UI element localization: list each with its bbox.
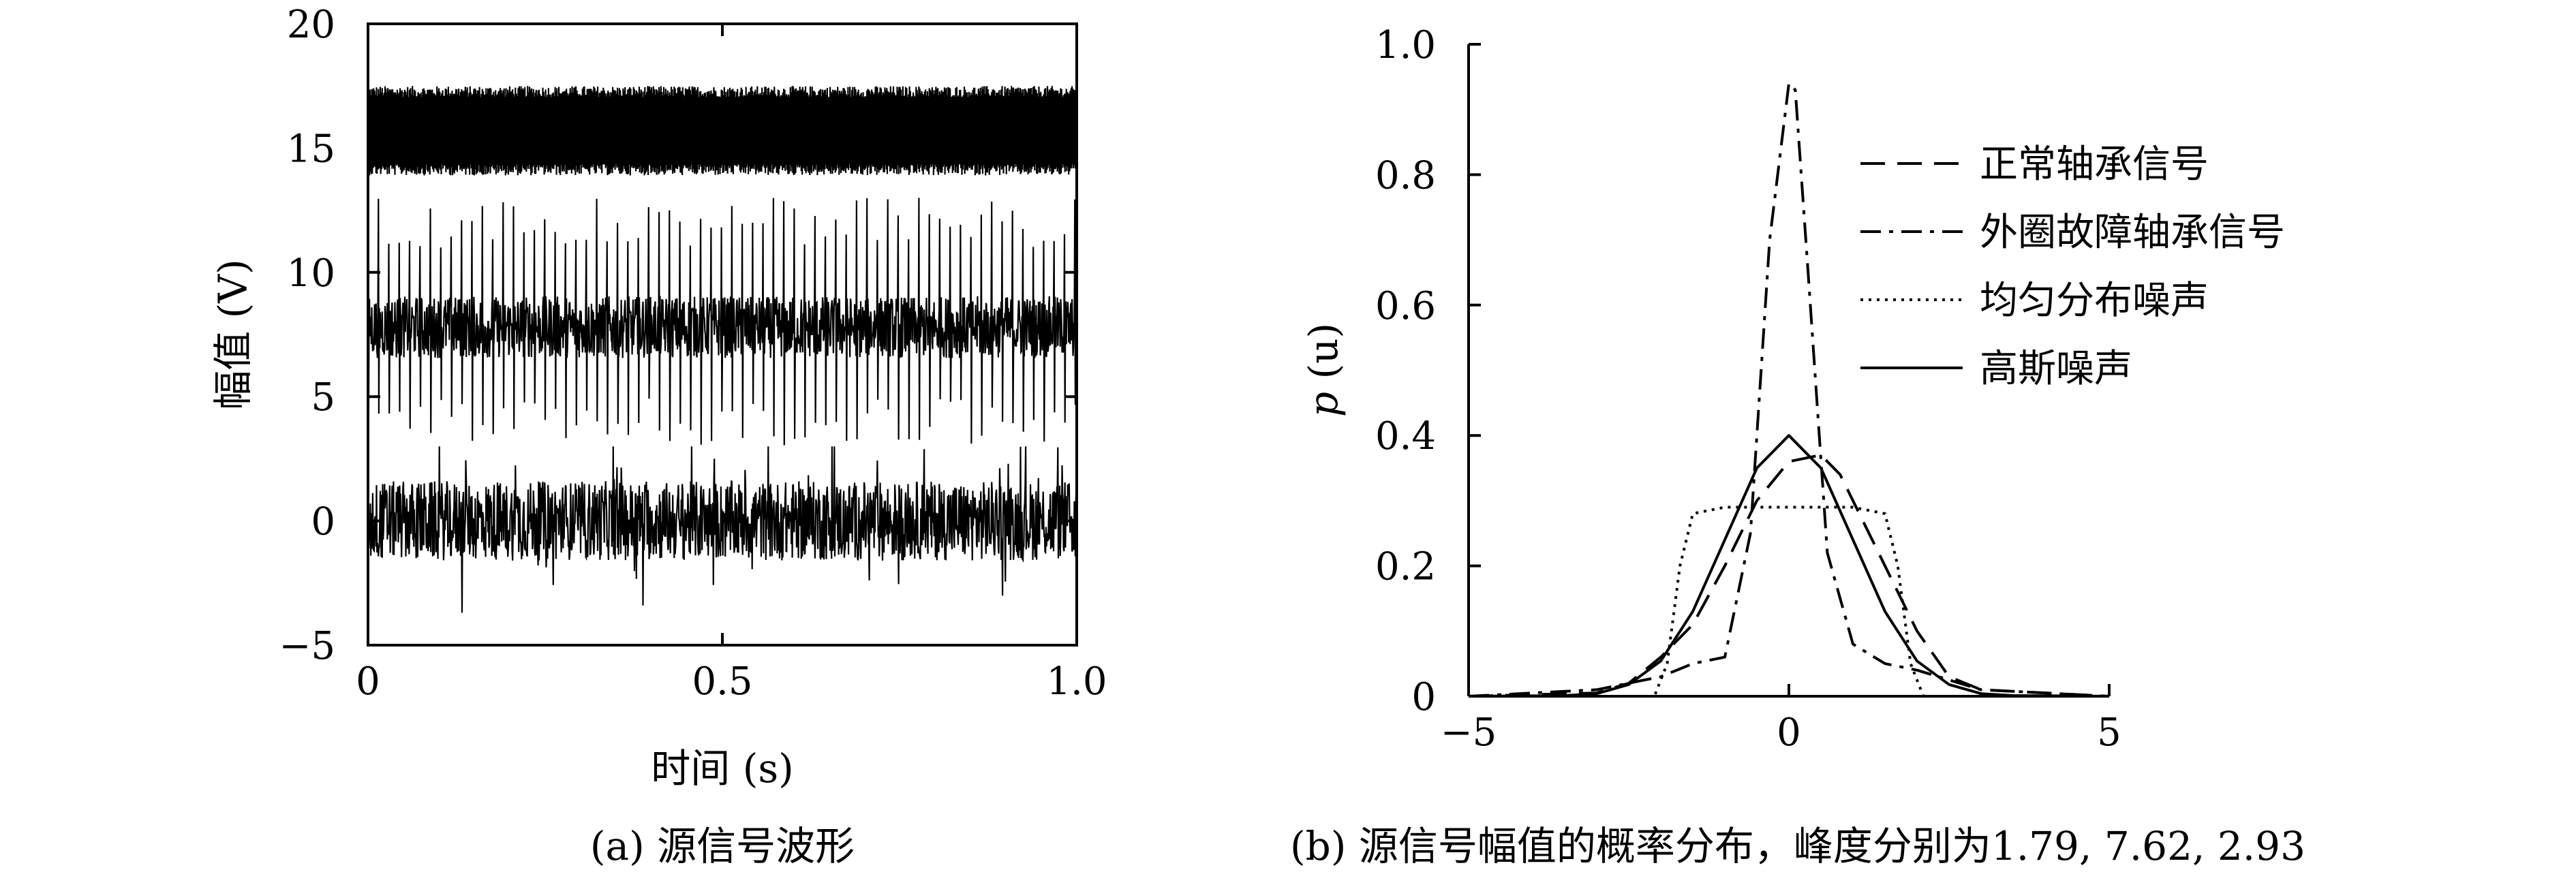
panel-a-axes: 0 0.5 1.0 −5 0 5 10 15 20 [279,3,1107,704]
panel-a-ylabel: 幅值 (V) [210,259,256,410]
panel-a-series-3 [367,446,1078,613]
panel-b-curve-1 [1468,453,2110,698]
panel-a-caption: (a) 源信号波形 [590,823,855,869]
panel-b-distribution: −5 0 500.20.40.60.81.0 p (u) 正常轴承信号外圈故障轴承信… [1290,23,2305,869]
panel-b-ylabel: p (u) [1300,323,1347,417]
panel-a-waveform: 0 0.5 1.0 −5 0 5 10 15 20 时间 (s) 幅值 (V) (a) 源信号波… [210,3,1107,869]
panel-b-ytick-label: 0.6 [1375,284,1436,328]
legend-label-2: 外圈故障轴承信号 [1980,211,2285,255]
panel-b-xtick-label: 5 [2097,711,2121,755]
panel-b-curve-3 [1469,505,2109,698]
panel-a-xtick-label: 0.5 [692,659,752,704]
panel-b-caption: (b) 源信号幅值的概率分布，峰度分别为1.79, 7.62, 2.93 [1290,823,2305,869]
panel-a-series-2 [367,198,1078,446]
legend-label-1: 正常轴承信号 [1980,142,2209,187]
panel-b-curves [1468,82,2110,698]
panel-b-ylabel-unit: (u) [1300,323,1347,392]
legend-label-4: 高斯噪声 [1980,347,2132,391]
panel-b-ytick-label: 0.4 [1375,414,1436,458]
panel-b-ytick-label: 0.2 [1375,545,1436,589]
panel-b-ytick-label: 1.0 [1375,23,1436,67]
panel-a-ytick-label: 10 [287,251,335,296]
panel-b-ylabel-var: p [1300,392,1347,417]
panel-a-ytick-label: 5 [311,375,335,420]
panel-b-ytick-label: 0 [1411,675,1436,719]
panel-a-ytick-label: −5 [279,624,335,668]
panel-b-xtick-label: −5 [1441,711,1497,755]
panel-a-xtick-label: 1.0 [1046,659,1107,704]
panel-a-series-1 [367,86,1078,176]
panel-a-xlabel: 时间 (s) [651,745,793,792]
panel-a-xtick-label: 0 [356,659,380,704]
legend-label-3: 均匀分布噪声 [1980,279,2209,323]
panel-a-ytick-label: 20 [287,3,335,47]
panel-a-ytick-label: 0 [311,500,335,544]
panel-a-traces [367,86,1078,613]
panel-b-ytick-label: 0.8 [1375,153,1436,198]
panel-b-xtick-label: 0 [1777,711,1801,755]
panel-b-axes: −5 0 500.20.40.60.81.0 [1375,23,2121,755]
panel-b-curve-2 [1468,82,2110,698]
panel-a-ytick-label: 15 [287,127,335,171]
panel-b-curve-4 [1468,434,2110,698]
